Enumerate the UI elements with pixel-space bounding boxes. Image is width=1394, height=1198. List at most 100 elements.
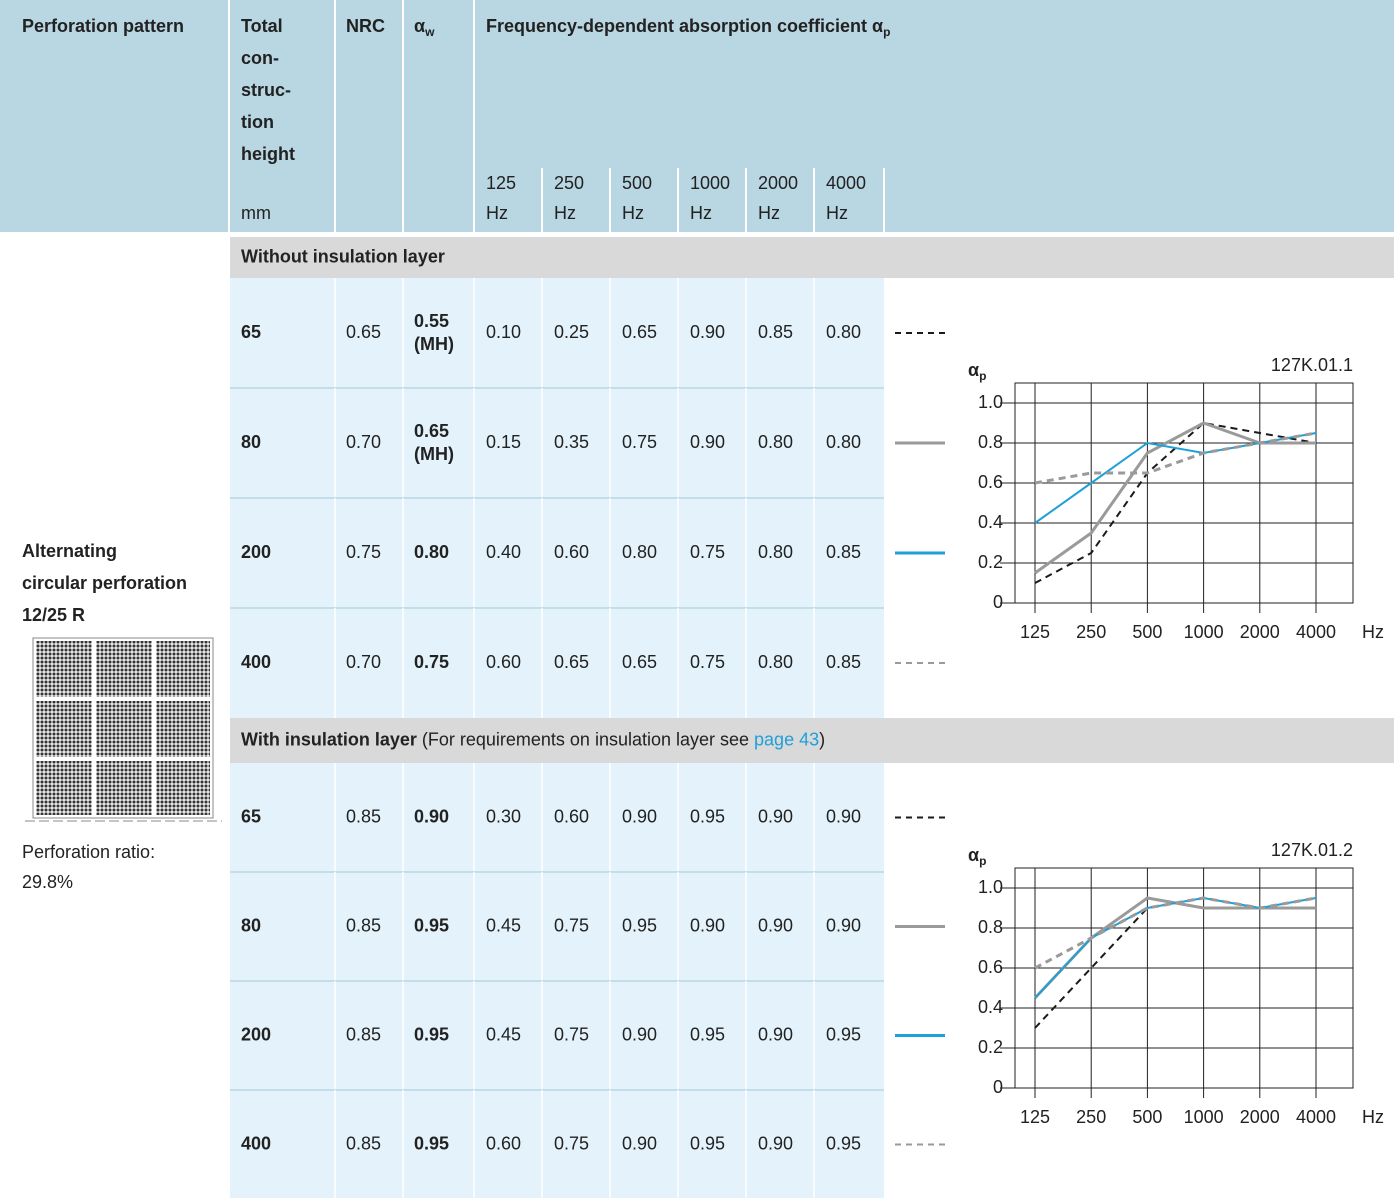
value-cell: 0.95 bbox=[690, 1024, 725, 1044]
section-title: Without insulation layer bbox=[241, 246, 445, 266]
freq-unit: Hz bbox=[758, 203, 780, 223]
value-cell: 0.40 bbox=[486, 542, 521, 562]
section-bar bbox=[230, 237, 1394, 278]
value-cell: 0.75 bbox=[622, 432, 657, 452]
nrc-cell: 0.65 bbox=[346, 322, 381, 342]
x-axis-label: Hz bbox=[1362, 1107, 1384, 1127]
x-tick-label: 250 bbox=[1076, 622, 1106, 642]
freq-unit: Hz bbox=[622, 203, 644, 223]
value-cell: 0.45 bbox=[486, 915, 521, 935]
row-bg bbox=[230, 872, 884, 981]
height-cell: 400 bbox=[241, 652, 271, 672]
y-axis-label: αp bbox=[968, 360, 986, 383]
series-line bbox=[1034, 896, 1317, 999]
y-tick-label: 0.8 bbox=[978, 432, 1003, 452]
series-line bbox=[1034, 421, 1317, 584]
freq-label: 500 bbox=[622, 173, 652, 193]
y-tick-label: 1.0 bbox=[978, 392, 1003, 412]
section-bar bbox=[230, 718, 1394, 763]
nrc-cell: 0.85 bbox=[346, 806, 381, 826]
value-cell: 0.90 bbox=[690, 432, 725, 452]
aw-cell: 0.95 bbox=[414, 1133, 449, 1153]
height-cell: 65 bbox=[241, 322, 261, 342]
value-cell: 0.80 bbox=[758, 542, 793, 562]
header-text: Perforation pattern bbox=[22, 16, 184, 36]
y-tick-label: 0.8 bbox=[978, 917, 1003, 937]
value-cell: 0.60 bbox=[486, 652, 521, 672]
link[interactable]: page 43 bbox=[754, 729, 819, 749]
header-text: con- bbox=[241, 48, 279, 68]
nrc-cell: 0.70 bbox=[346, 652, 381, 672]
height-cell: 65 bbox=[241, 806, 261, 826]
y-tick-label: 0 bbox=[993, 1077, 1003, 1097]
value-cell: 0.95 bbox=[826, 1133, 861, 1153]
ratio-value: 29.8% bbox=[22, 872, 73, 892]
value-cell: 0.35 bbox=[554, 432, 589, 452]
freq-label: 125 bbox=[486, 173, 516, 193]
header-unit: mm bbox=[241, 203, 271, 223]
x-tick-label: 500 bbox=[1132, 1107, 1162, 1127]
perforation-image bbox=[25, 637, 222, 822]
value-cell: 0.80 bbox=[758, 432, 793, 452]
value-cell: 0.45 bbox=[486, 1024, 521, 1044]
value-cell: 0.75 bbox=[554, 1133, 589, 1153]
value-cell: 0.75 bbox=[554, 1024, 589, 1044]
value-cell: 0.90 bbox=[826, 806, 861, 826]
value-cell: 0.95 bbox=[826, 1024, 861, 1044]
value-cell: 0.65 bbox=[554, 652, 589, 672]
x-tick-label: 2000 bbox=[1240, 622, 1280, 642]
nrc-cell: 0.85 bbox=[346, 915, 381, 935]
nrc-cell: 0.85 bbox=[346, 1133, 381, 1153]
value-cell: 0.95 bbox=[622, 915, 657, 935]
value-cell: 0.90 bbox=[622, 806, 657, 826]
section-note: (For requirements on insulation layer se… bbox=[422, 729, 749, 749]
value-cell: 0.75 bbox=[690, 542, 725, 562]
value-cell: 0.90 bbox=[758, 1024, 793, 1044]
header-text: tion bbox=[241, 112, 274, 132]
ratio-label: Perforation ratio: bbox=[22, 842, 155, 862]
value-cell: 0.90 bbox=[622, 1133, 657, 1153]
y-axis-label: αp bbox=[968, 845, 986, 868]
freq-label: 2000 bbox=[758, 173, 798, 193]
aw-cell: 0.80 bbox=[414, 542, 449, 562]
header-text: Total bbox=[241, 16, 283, 36]
value-cell: 0.80 bbox=[758, 652, 793, 672]
aw-cell: 0.65 bbox=[414, 421, 449, 441]
series-line bbox=[1034, 432, 1317, 524]
x-tick-label: 125 bbox=[1020, 1107, 1050, 1127]
aw-note: (MH) bbox=[414, 334, 454, 354]
value-cell: 0.80 bbox=[826, 432, 861, 452]
symbol: α bbox=[968, 845, 979, 865]
series-line bbox=[1034, 896, 1317, 970]
y-tick-label: 0.2 bbox=[978, 552, 1003, 572]
x-tick-label: 2000 bbox=[1240, 1107, 1280, 1127]
value-cell: 0.90 bbox=[690, 322, 725, 342]
subscript: w bbox=[424, 25, 435, 39]
chart-code: 127K.01.1 bbox=[1271, 355, 1353, 375]
header-text: struc- bbox=[241, 80, 291, 100]
value-cell: 0.60 bbox=[554, 542, 589, 562]
value-cell: 0.65 bbox=[622, 652, 657, 672]
aw-note: (MH) bbox=[414, 444, 454, 464]
freq-label: 4000 bbox=[826, 173, 866, 193]
y-tick-label: 0.2 bbox=[978, 1037, 1003, 1057]
height-cell: 400 bbox=[241, 1133, 271, 1153]
y-tick-label: 1.0 bbox=[978, 877, 1003, 897]
aw-cell: 0.75 bbox=[414, 652, 449, 672]
x-tick-label: 1000 bbox=[1184, 1107, 1224, 1127]
value-cell: 0.10 bbox=[486, 322, 521, 342]
section-name: With insulation layer bbox=[241, 729, 417, 749]
x-tick-label: 500 bbox=[1132, 622, 1162, 642]
value-cell: 0.85 bbox=[826, 542, 861, 562]
pattern-name: 12/25 R bbox=[22, 605, 85, 625]
x-tick-label: 1000 bbox=[1184, 622, 1224, 642]
freq-label: 1000 bbox=[690, 173, 730, 193]
value-cell: 0.30 bbox=[486, 806, 521, 826]
value-cell: 0.15 bbox=[486, 432, 521, 452]
header-text: αw bbox=[414, 16, 435, 39]
height-cell: 80 bbox=[241, 432, 261, 452]
y-tick-label: 0.6 bbox=[978, 472, 1003, 492]
series-line bbox=[1034, 431, 1317, 485]
aw-cell: 0.55 bbox=[414, 311, 449, 331]
